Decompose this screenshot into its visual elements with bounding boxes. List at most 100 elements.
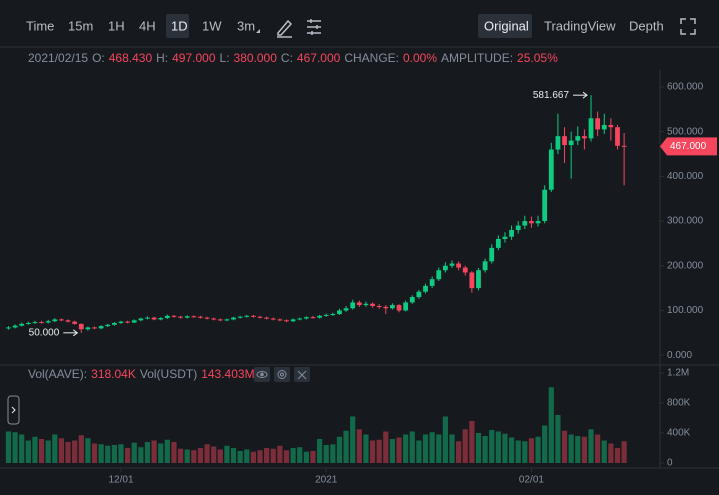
candle-body [436,270,442,280]
volume-bar [462,429,468,463]
candle-body [449,263,455,266]
volume-bar [343,430,349,463]
candle-body [72,321,78,324]
volume-bar [310,450,316,463]
info-item: O: [92,51,105,65]
volume-bar [608,443,614,463]
candle-body [350,302,356,309]
candle-body [39,322,44,324]
candle-body [178,316,183,318]
volume-legend-item: Vol(AAVE): [28,367,87,381]
volume-bar [171,441,177,463]
interval[interactable]: 1W [202,18,222,33]
candle-body [396,305,402,311]
view-tab[interactable]: Depth [629,18,664,33]
volume-legend-item: 143.403M [201,367,254,381]
x-tick-label: 2021 [315,475,338,486]
volume-legend: Vol(AAVE): 318.04K Vol(USDT) 143.403M [28,367,255,381]
candle-body [509,230,514,237]
volume-bar [336,436,343,463]
candle-body [151,317,157,320]
info-item: 2021/02/15 [28,51,88,65]
volume-bar [105,445,111,463]
volume-bar [396,437,402,463]
candle-body [575,136,581,141]
volume-bar [283,450,290,463]
candle-body [548,149,554,190]
draw-tool-icon[interactable] [277,19,293,38]
view-tab[interactable]: Original [484,18,529,33]
candle-body [257,316,263,318]
candle-body [32,322,38,324]
fullscreen-icon[interactable] [680,18,696,35]
volume-bar [416,440,422,463]
candle-body [145,317,150,319]
volume-bar [204,444,210,463]
info-item: C: [281,51,293,65]
info-item: 467.000 [297,51,341,65]
interval[interactable]: Time [26,18,54,33]
y-tick-label: 400.000 [667,171,704,182]
candle-body [562,136,567,146]
volume-bar [78,435,84,463]
volume-bar [535,436,541,463]
candle-body [184,316,190,318]
volume-bar [495,431,501,463]
volume-bar [581,436,587,463]
ohlc-info: 2021/02/15 O: 468.430 H: 497.000 L: 380.000 C: 4… [28,51,558,65]
volume-bar [91,443,98,463]
volume-bar [588,429,594,463]
candle-body [555,136,561,150]
candle-body [330,314,336,316]
volume-bar [350,416,356,463]
interval[interactable]: 15m [68,18,93,33]
candle-body [515,225,521,231]
scroll-handle[interactable] [7,395,20,425]
candle-body [59,319,64,321]
volume-legend-item: 318.04K [91,367,136,381]
candle-body [25,322,31,324]
y-tick-label: 800K [667,398,691,409]
volume-bar [614,447,621,463]
candle-body [409,297,415,303]
interval[interactable]: 4H [139,18,156,33]
volume-bar [98,444,104,463]
volume-bar [542,425,548,463]
volume-bar [58,438,65,463]
settings-icon[interactable] [307,19,321,35]
candle-body [52,319,58,322]
volume-bar [575,435,581,463]
y-tick-label: 0 [667,458,673,469]
volume-bar [270,448,276,463]
volume-bar [475,432,482,463]
volume-bar [489,429,495,463]
interval[interactable]: 1H [108,18,125,33]
interval[interactable]: 1D [171,18,188,33]
candle-body [158,318,164,320]
last-price-label: 467.000 [670,141,707,152]
volume-bar [429,432,435,463]
info-item: 380.000 [234,51,278,65]
volume-legend-item: Vol(USDT) [140,367,197,381]
volume-bar [257,450,263,463]
volume-bar [409,431,415,463]
candle-body [237,316,243,318]
volume-bar [151,440,157,463]
info-item: 468.430 [109,51,153,65]
view-tab[interactable]: TradingView [544,18,616,33]
candle-body [251,315,256,317]
volume-legend-icons[interactable] [254,367,310,382]
candle-body [191,316,197,318]
volume-bar [38,438,45,463]
candle-body [476,270,481,289]
volume-bar [555,415,561,463]
volume-bar [363,434,369,463]
candle-body [92,327,97,329]
candle-body [582,136,587,139]
candle-body [264,317,270,319]
candle-body [217,319,223,321]
candle-body [224,319,230,321]
candle-body [462,267,468,273]
interval[interactable]: 3m [237,18,255,33]
